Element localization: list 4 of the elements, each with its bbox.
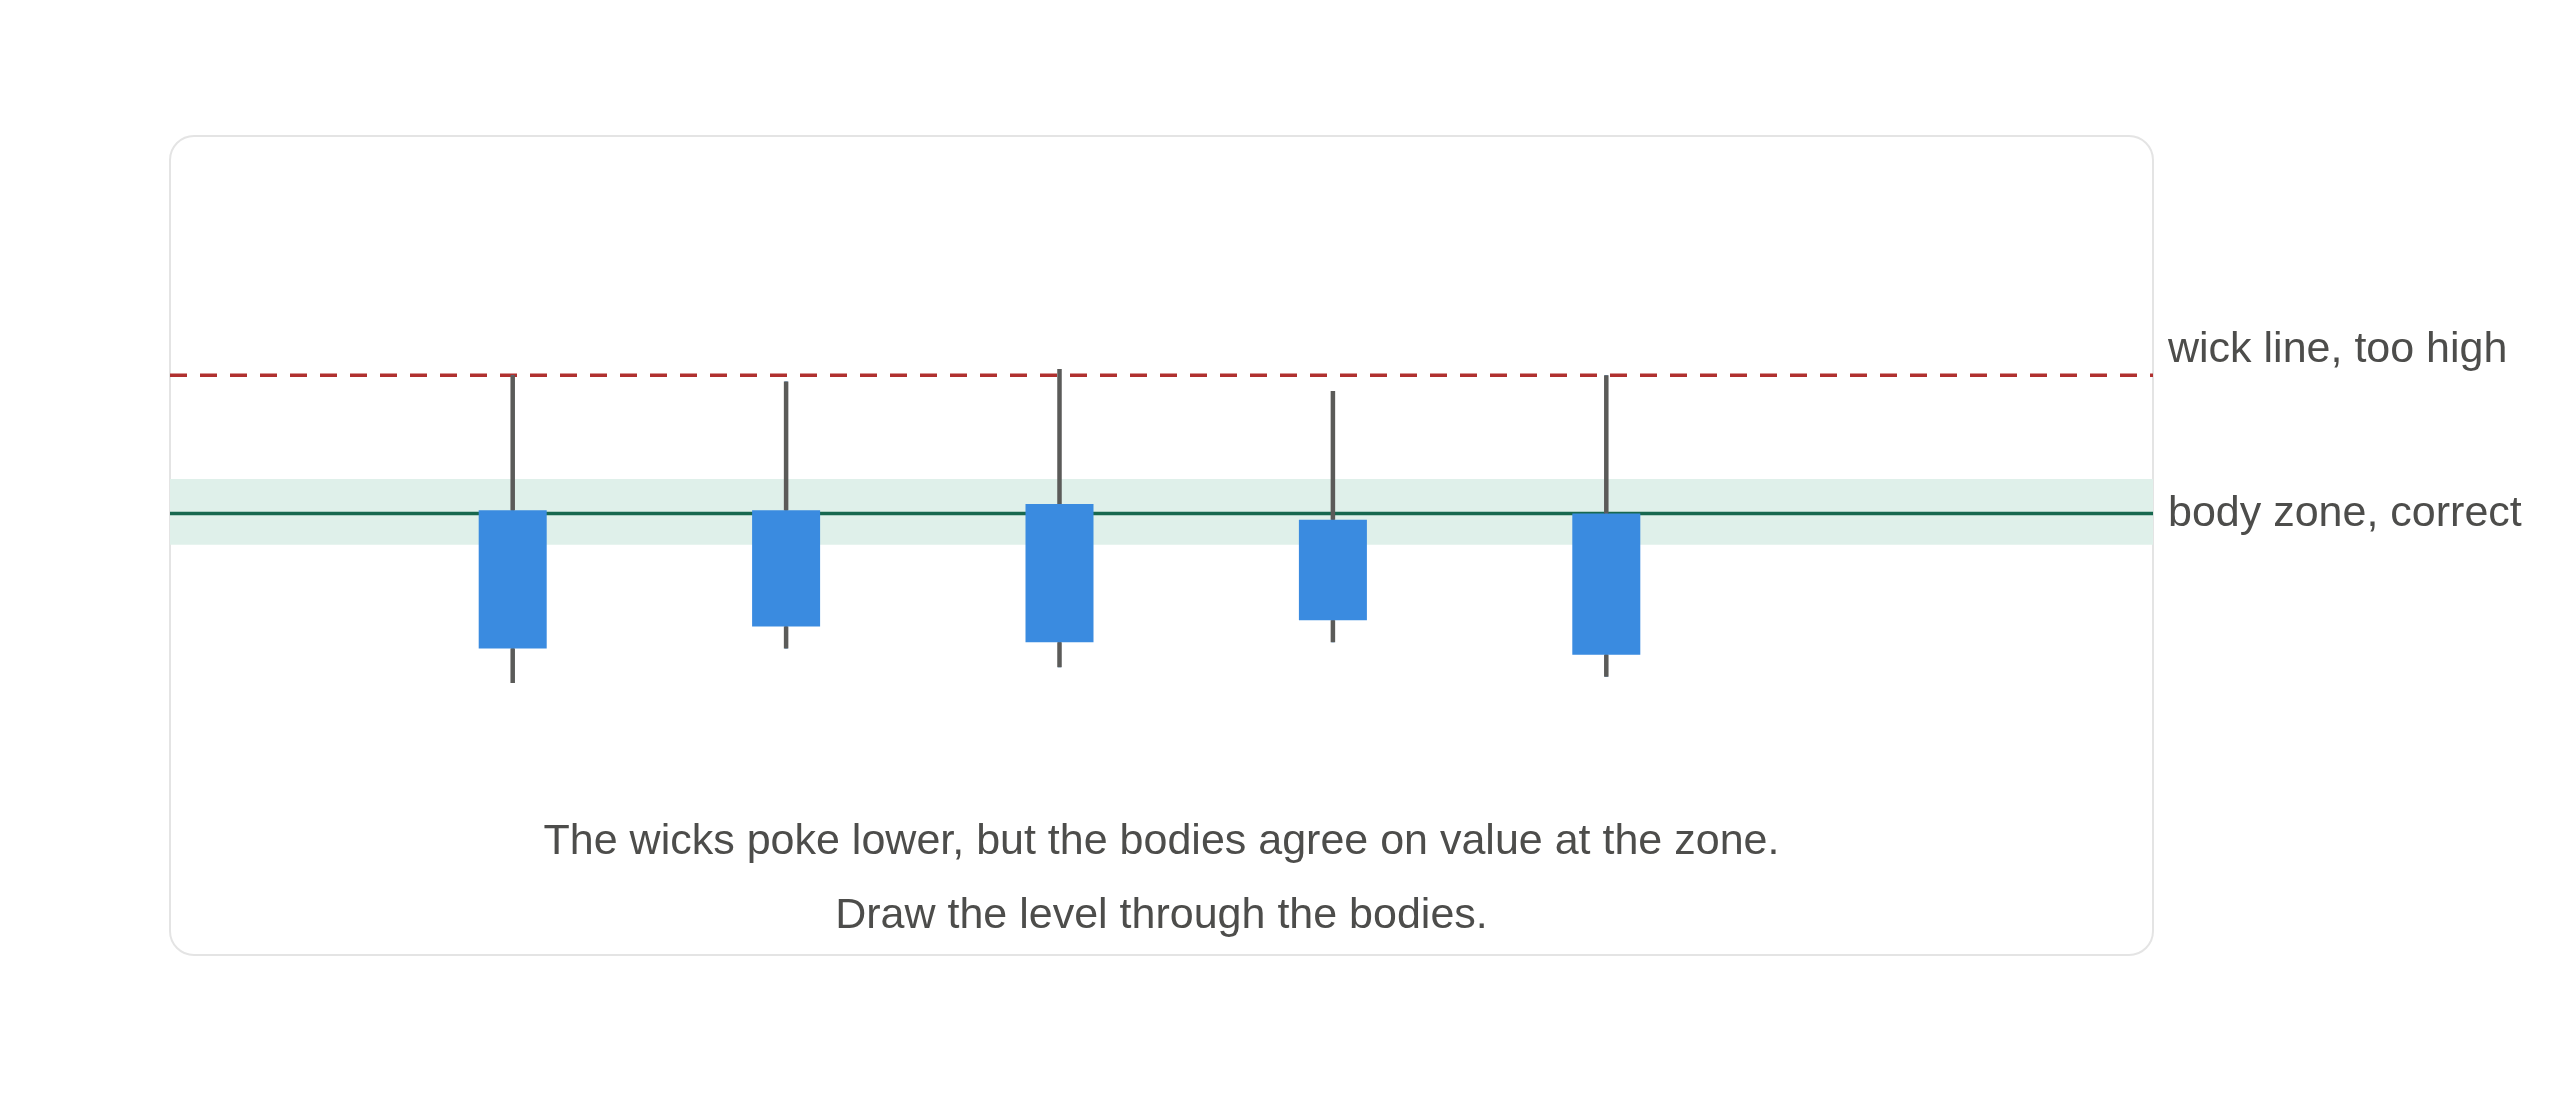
text: Draw the level through the bodies.: [835, 888, 1488, 937]
ref-line-label: wick line, too high: [2167, 322, 2508, 371]
band-label: body zone, correct: [2168, 486, 2522, 535]
text: The wicks poke lower, but the bodies agree on value at the zone.: [543, 814, 1780, 863]
